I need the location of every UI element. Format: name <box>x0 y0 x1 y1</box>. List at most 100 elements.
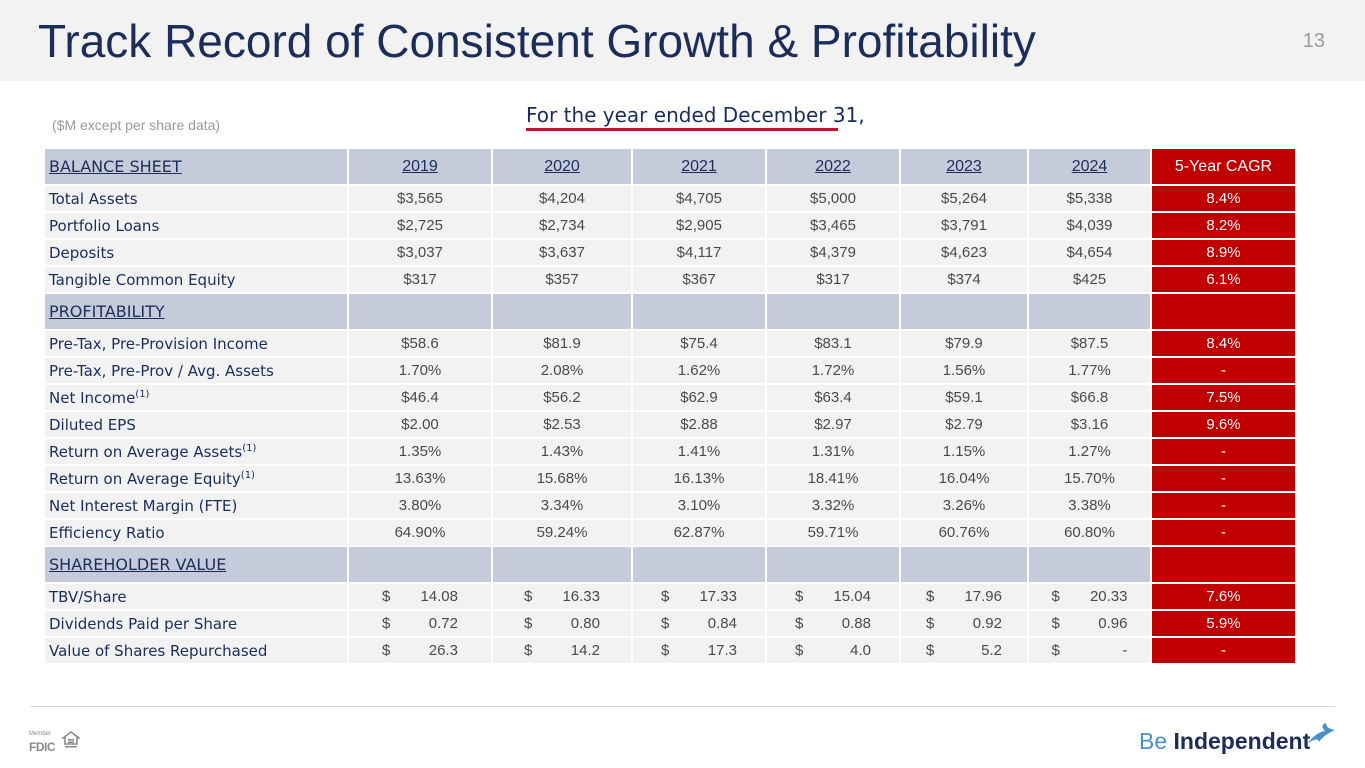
table-cell: $15.04 <box>765 582 901 611</box>
bird-logo-icon <box>1307 723 1335 744</box>
row-label: Net Interest Margin (FTE) <box>43 491 349 520</box>
empty-cell <box>1027 545 1152 584</box>
table-row: Efficiency Ratio 64.90% 59.24% 62.87% 59… <box>43 518 1297 547</box>
year-header: 2022 <box>765 147 901 186</box>
cagr-cell: - <box>1150 464 1297 493</box>
brand-independent-text: Independent <box>1173 728 1311 754</box>
table-row: Dividends Paid per Share $0.72 $0.80 $0.… <box>43 609 1297 638</box>
table-row: Return on Average Assets(1) 1.35% 1.43% … <box>43 437 1297 466</box>
table-cell: $0.88 <box>765 609 901 638</box>
table-row: Net Income(1) $46.4 $56.2 $62.9 $63.4 $5… <box>43 383 1297 412</box>
table-cell: $4,623 <box>899 238 1029 267</box>
currency-symbol: $ <box>524 642 533 659</box>
section-title: BALANCE SHEET <box>43 147 349 186</box>
footnote-marker: (1) <box>135 388 150 400</box>
cagr-cell: - <box>1150 518 1297 547</box>
cell-value: 0.84 <box>707 615 737 632</box>
table-cell: $2.53 <box>491 410 633 439</box>
row-label-text: Return on Average Assets <box>49 442 243 461</box>
table-cell: 1.27% <box>1027 437 1152 466</box>
table-cell: 1.70% <box>347 356 493 385</box>
period-heading: For the year ended December 31, <box>526 103 865 127</box>
table-cell: 2.08% <box>491 356 633 385</box>
units-note: ($M except per share data) <box>52 117 221 133</box>
currency-symbol: $ <box>926 588 935 605</box>
empty-cell <box>631 292 767 331</box>
year-header: 2019 <box>347 147 493 186</box>
table-cell: 60.80% <box>1027 518 1152 547</box>
table-cell: 3.34% <box>491 491 633 520</box>
table-cell: 16.13% <box>631 464 767 493</box>
cell-value: 17.96 <box>964 588 1002 605</box>
header-band <box>0 0 1365 81</box>
cagr-cell: 6.1% <box>1150 265 1297 294</box>
table-cell: $14.2 <box>491 636 633 665</box>
table-cell: $59.1 <box>899 383 1029 412</box>
table-cell: $4,204 <box>491 184 633 213</box>
table-cell: $5,338 <box>1027 184 1152 213</box>
table-cell: 1.41% <box>631 437 767 466</box>
page-number: 13 <box>1302 30 1325 52</box>
row-label: Value of Shares Repurchased <box>43 636 349 665</box>
section-title: PROFITABILITY <box>43 292 349 331</box>
table-cell: $83.1 <box>765 329 901 358</box>
cell-value: 0.72 <box>428 615 458 632</box>
table-cell: $2.00 <box>347 410 493 439</box>
currency-symbol: $ <box>795 588 804 605</box>
cell-value: 26.3 <box>428 642 458 659</box>
table-cell: $425 <box>1027 265 1152 294</box>
cagr-cell: - <box>1150 636 1297 665</box>
table-cell: $4,705 <box>631 184 767 213</box>
currency-symbol: $ <box>524 588 533 605</box>
table-cell: $367 <box>631 265 767 294</box>
table-cell: $0.84 <box>631 609 767 638</box>
table-cell: $58.6 <box>347 329 493 358</box>
table-cell: 3.80% <box>347 491 493 520</box>
table-cell: $87.5 <box>1027 329 1152 358</box>
cagr-cell: 9.6% <box>1150 410 1297 439</box>
table-cell: $16.33 <box>491 582 633 611</box>
table-cell: $3,637 <box>491 238 633 267</box>
row-label: Portfolio Loans <box>43 211 349 240</box>
empty-cell <box>491 545 633 584</box>
table-cell: $317 <box>765 265 901 294</box>
cell-value: 0.88 <box>841 615 871 632</box>
table-cell: $81.9 <box>491 329 633 358</box>
year-header: 2023 <box>899 147 1029 186</box>
empty-cell <box>765 292 901 331</box>
row-label: Return on Average Equity(1) <box>43 464 349 493</box>
table-row: Net Interest Margin (FTE) 3.80% 3.34% 3.… <box>43 491 1297 520</box>
cagr-cell: 8.9% <box>1150 238 1297 267</box>
currency-symbol: $ <box>1051 615 1060 632</box>
empty-cell <box>631 545 767 584</box>
footer-divider <box>30 706 1335 707</box>
table-cell: 18.41% <box>765 464 901 493</box>
table-cell: $0.80 <box>491 609 633 638</box>
table-row: Total Assets $3,565 $4,204 $4,705 $5,000… <box>43 184 1297 213</box>
table-cell: $66.8 <box>1027 383 1152 412</box>
table-cell: 15.68% <box>491 464 633 493</box>
cell-value: 4.0 <box>850 642 871 659</box>
fdic-member-text: Member <box>29 731 52 737</box>
currency-symbol: $ <box>661 642 670 659</box>
row-label-text: Net Income <box>49 388 136 407</box>
row-label: Pre-Tax, Pre-Prov / Avg. Assets <box>43 356 349 385</box>
table-cell: $0.96 <box>1027 609 1152 638</box>
table-row: Value of Shares Repurchased $26.3 $14.2 … <box>43 636 1297 665</box>
row-label: Diluted EPS <box>43 410 349 439</box>
table-row: Pre-Tax, Pre-Provision Income $58.6 $81.… <box>43 329 1297 358</box>
currency-symbol: $ <box>661 615 670 632</box>
table-cell: $4,379 <box>765 238 901 267</box>
brand-be-text: Be <box>1139 728 1168 754</box>
table-cell: $0.72 <box>347 609 493 638</box>
table-cell: $17.96 <box>899 582 1029 611</box>
table-cell: $2.88 <box>631 410 767 439</box>
cell-value: 0.80 <box>570 615 600 632</box>
table-cell: $4,117 <box>631 238 767 267</box>
cell-value: 15.04 <box>833 588 871 605</box>
table-row: Deposits $3,037 $3,637 $4,117 $4,379 $4,… <box>43 238 1297 267</box>
cagr-cell: - <box>1150 491 1297 520</box>
empty-cell <box>765 545 901 584</box>
currency-symbol: $ <box>795 642 804 659</box>
table-cell: $2.79 <box>899 410 1029 439</box>
